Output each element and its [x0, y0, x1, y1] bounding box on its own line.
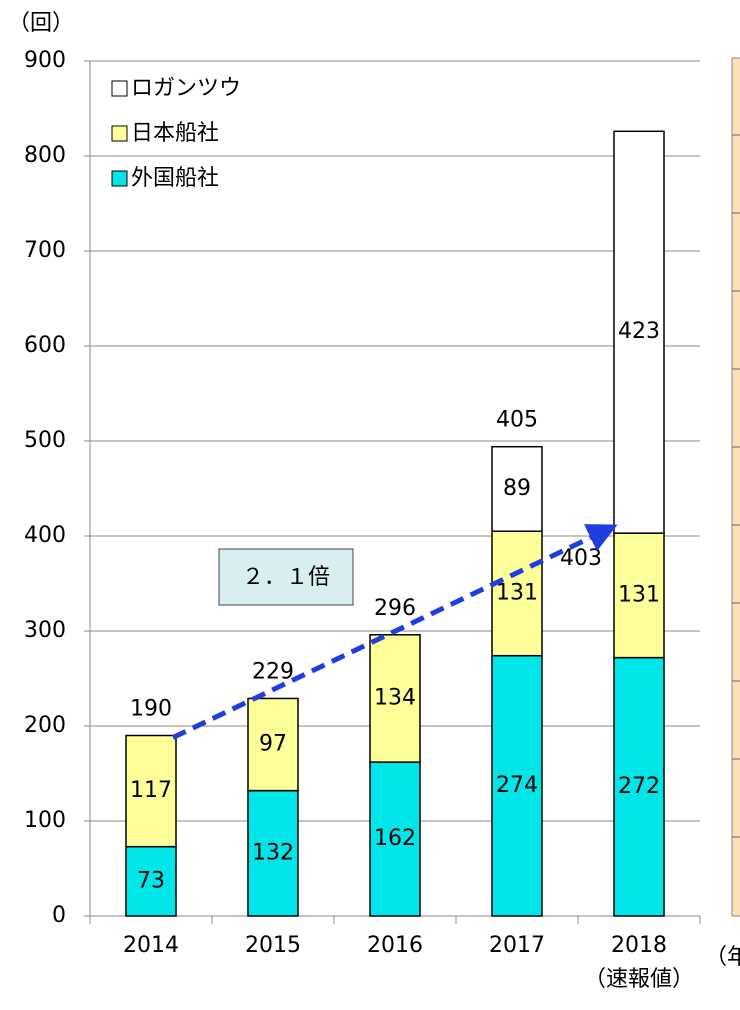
bar-segment: [369, 761, 421, 917]
value-label: 97: [259, 732, 287, 757]
bar-segment: [247, 697, 299, 792]
total-label: 296: [374, 596, 416, 621]
value-label: 272: [618, 774, 660, 799]
value-label: 73: [137, 868, 165, 893]
value-label: 134: [374, 685, 416, 710]
bar-segment: [491, 654, 543, 917]
value-label: 131: [618, 582, 660, 607]
y-tick-label: 900: [24, 48, 66, 73]
y-tick-label: 200: [24, 713, 66, 738]
x-tick-label: 2015: [245, 933, 301, 958]
value-label: 89: [503, 476, 531, 501]
total-label: 405: [496, 408, 538, 433]
x-tick-label: 2016: [367, 933, 423, 958]
bar-segment: [613, 130, 665, 534]
total-label: 229: [252, 659, 294, 684]
value-label: 423: [618, 319, 660, 344]
growth-arrow: [171, 524, 618, 740]
bar-segment: [491, 530, 543, 657]
legend-label: 日本船社: [131, 121, 219, 146]
side-panel-lines: [732, 134, 740, 838]
y-tick-label: 100: [24, 808, 66, 833]
y-tick-label: 700: [24, 238, 66, 263]
side-panel: [731, 57, 740, 917]
y-tick-label: 300: [24, 618, 66, 643]
legend-label: ロガンツウ: [131, 76, 241, 101]
value-label: 162: [374, 826, 416, 851]
x-unit: （年）: [705, 945, 740, 970]
value-label: 131: [496, 580, 538, 605]
bar-segment: [125, 845, 177, 917]
bar-segment: [491, 445, 543, 533]
y-tick-label: 500: [24, 428, 66, 453]
bar-segment: [125, 734, 177, 848]
x-tick-label: 2018: [611, 933, 667, 958]
value-label: 132: [252, 840, 294, 865]
bar-segment: [613, 532, 665, 659]
x-tick-label: 2014: [123, 933, 179, 958]
legend-label: 外国船社: [131, 166, 219, 191]
total-label: 403: [560, 546, 602, 571]
legend-swatch: [111, 80, 128, 97]
y-tick-label: 800: [24, 143, 66, 168]
y-unit: （回）: [8, 11, 74, 36]
value-label: 274: [496, 773, 538, 798]
total-label: 190: [130, 697, 172, 722]
bar-segment: [369, 634, 421, 763]
legend-swatch: [111, 170, 128, 187]
y-tick-label: 400: [24, 523, 66, 548]
x-tick-note: （速報値）: [584, 967, 694, 992]
legend-swatch: [111, 125, 128, 142]
x-tick-label: 2017: [489, 933, 545, 958]
value-label: 117: [130, 778, 172, 803]
bar-segment: [613, 656, 665, 917]
y-tick-label: 600: [24, 333, 66, 358]
y-tick-label: 0: [52, 903, 66, 928]
annotation-box: [218, 548, 354, 606]
annotation: ２．１倍: [242, 565, 330, 590]
